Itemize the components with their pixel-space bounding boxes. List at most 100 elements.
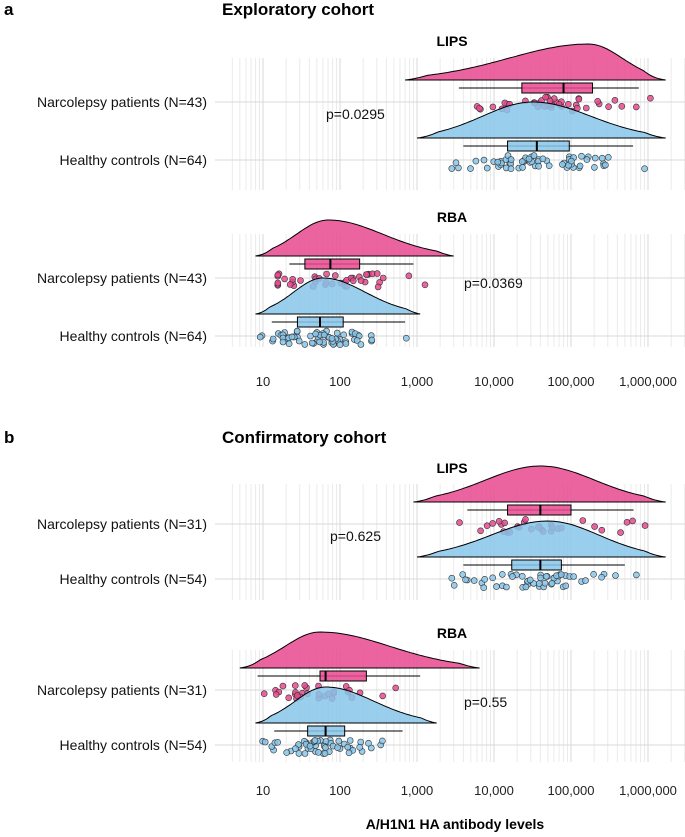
x-tick-label-b-1000: 1,000 bbox=[401, 783, 434, 798]
x-tick-label-a-100: 100 bbox=[329, 374, 351, 389]
point-b-lips-group-0 bbox=[591, 523, 598, 530]
point-a-lips-group-1 bbox=[598, 154, 606, 162]
point-b-lips-group-1 bbox=[570, 573, 577, 580]
point-a-lips-group-0 bbox=[647, 94, 654, 102]
x-tick-label-b-10: 10 bbox=[256, 783, 270, 798]
point-a-rba-group-0 bbox=[357, 277, 365, 284]
point-a-lips-group-1 bbox=[591, 154, 599, 162]
point-b-rba-group-0 bbox=[279, 682, 287, 690]
point-a-rba-group-1 bbox=[316, 338, 323, 346]
point-b-rba-group-1 bbox=[357, 738, 365, 746]
point-a-lips-group-0 bbox=[582, 104, 590, 112]
pvalue-b-lips: p=0.625 bbox=[330, 528, 381, 544]
point-b-rba-group-0 bbox=[260, 690, 268, 698]
point-a-rba-group-1 bbox=[269, 335, 277, 343]
density-b-rba-group-1 bbox=[255, 686, 437, 724]
point-b-rba-group-1 bbox=[283, 749, 291, 756]
density-a-lips-group-0 bbox=[405, 43, 666, 81]
facet-title-a-lips: LIPS bbox=[436, 33, 467, 49]
point-a-lips-group-0 bbox=[564, 101, 572, 108]
point-a-rba-group-1 bbox=[357, 341, 365, 348]
density-b-lips-group-1 bbox=[416, 520, 666, 558]
panel-letter-a: a bbox=[4, 0, 14, 19]
point-a-rba-group-1 bbox=[353, 337, 361, 344]
point-a-rba-group-0 bbox=[286, 281, 294, 288]
point-a-lips-group-0 bbox=[575, 95, 583, 103]
point-b-lips-group-1 bbox=[598, 573, 605, 581]
point-a-lips-group-1 bbox=[452, 159, 460, 166]
x-tick-label-a-1000: 1,000 bbox=[401, 374, 434, 389]
point-a-lips-group-1 bbox=[545, 162, 553, 169]
point-a-rba-group-1 bbox=[340, 331, 348, 339]
point-a-rba-group-0 bbox=[297, 277, 304, 284]
point-a-rba-group-0 bbox=[379, 274, 387, 282]
row-label-b-lips-narcolepsy: Narcolepsy patients (N=31) bbox=[37, 516, 207, 532]
point-a-rba-group-0 bbox=[289, 275, 297, 283]
point-a-rba-group-0 bbox=[331, 272, 339, 279]
point-a-lips-group-1 bbox=[518, 158, 526, 165]
point-b-lips-group-1 bbox=[590, 570, 597, 578]
x-tick-label-a-10000: 10,000 bbox=[474, 374, 514, 389]
row-label-a-rba-narcolepsy: Narcolepsy patients (N=43) bbox=[37, 270, 207, 286]
point-b-lips-group-0 bbox=[489, 520, 497, 527]
panel-letter-b: b bbox=[4, 428, 14, 447]
point-b-lips-group-1 bbox=[548, 579, 556, 587]
x-tick-label-b-100: 100 bbox=[329, 783, 351, 798]
point-a-lips-group-0 bbox=[605, 103, 612, 110]
point-b-rba-group-0 bbox=[301, 682, 309, 689]
point-a-lips-group-1 bbox=[530, 152, 538, 159]
point-a-lips-group-1 bbox=[641, 165, 648, 172]
point-b-rba-group-1 bbox=[322, 744, 329, 751]
point-a-lips-group-0 bbox=[542, 93, 549, 101]
point-a-rba-group-0 bbox=[274, 271, 282, 279]
point-b-rba-group-0 bbox=[392, 684, 400, 692]
box-b-rba-group-0 bbox=[319, 670, 367, 682]
point-b-lips-group-1 bbox=[489, 574, 497, 582]
point-b-rba-group-1 bbox=[321, 750, 329, 757]
plot-layer bbox=[239, 43, 666, 757]
point-b-lips-group-1 bbox=[493, 583, 500, 590]
point-b-rba-group-0 bbox=[291, 682, 299, 689]
point-b-lips-group-0 bbox=[579, 517, 587, 524]
box-b-lips-group-0 bbox=[507, 504, 572, 516]
point-a-rba-group-0 bbox=[323, 270, 330, 278]
point-a-lips-group-1 bbox=[539, 155, 547, 163]
point-a-rba-group-1 bbox=[333, 329, 341, 337]
point-a-lips-group-1 bbox=[568, 157, 575, 165]
point-a-lips-group-0 bbox=[618, 103, 626, 110]
point-b-rba-group-1 bbox=[315, 748, 322, 756]
point-b-lips-group-1 bbox=[633, 571, 640, 579]
point-b-lips-group-0 bbox=[617, 529, 624, 536]
density-a-lips-group-1 bbox=[416, 101, 666, 139]
point-b-lips-group-1 bbox=[522, 583, 530, 591]
point-a-rba-group-1 bbox=[308, 339, 316, 347]
point-b-lips-group-0 bbox=[495, 517, 503, 525]
point-b-lips-group-0 bbox=[629, 517, 636, 525]
row-label-b-rba-controls: Healthy controls (N=54) bbox=[60, 737, 207, 753]
point-b-lips-group-1 bbox=[503, 583, 510, 591]
point-b-rba-group-1 bbox=[295, 750, 303, 757]
facet-title-b-rba: RBA bbox=[437, 625, 467, 641]
point-b-lips-group-1 bbox=[459, 571, 467, 578]
point-b-lips-group-0 bbox=[456, 519, 463, 526]
row-label-a-lips-narcolepsy: Narcolepsy patients (N=43) bbox=[37, 94, 207, 110]
point-a-rba-group-1 bbox=[342, 340, 350, 347]
point-b-lips-group-1 bbox=[557, 571, 565, 578]
point-b-lips-group-1 bbox=[480, 584, 488, 592]
x-axis-label: A/H1N1 HA antibody levels bbox=[366, 816, 545, 832]
point-b-lips-group-1 bbox=[470, 577, 478, 584]
point-a-rba-group-1 bbox=[279, 338, 287, 346]
point-a-lips-group-0 bbox=[489, 103, 497, 111]
density-a-rba-group-0 bbox=[255, 219, 454, 257]
point-b-rba-group-0 bbox=[285, 694, 293, 702]
point-a-lips-group-1 bbox=[507, 165, 515, 172]
point-b-rba-group-1 bbox=[344, 743, 352, 751]
point-a-rba-group-1 bbox=[295, 337, 303, 345]
point-b-lips-group-0 bbox=[477, 527, 484, 535]
pvalue-a-rba: p=0.0369 bbox=[464, 275, 523, 291]
point-a-lips-group-1 bbox=[483, 164, 491, 172]
point-b-lips-group-1 bbox=[498, 571, 506, 578]
cohort-title-confirmatory: Confirmatory cohort bbox=[222, 428, 387, 447]
point-b-rba-group-1 bbox=[261, 738, 269, 746]
point-b-lips-group-1 bbox=[542, 573, 550, 580]
